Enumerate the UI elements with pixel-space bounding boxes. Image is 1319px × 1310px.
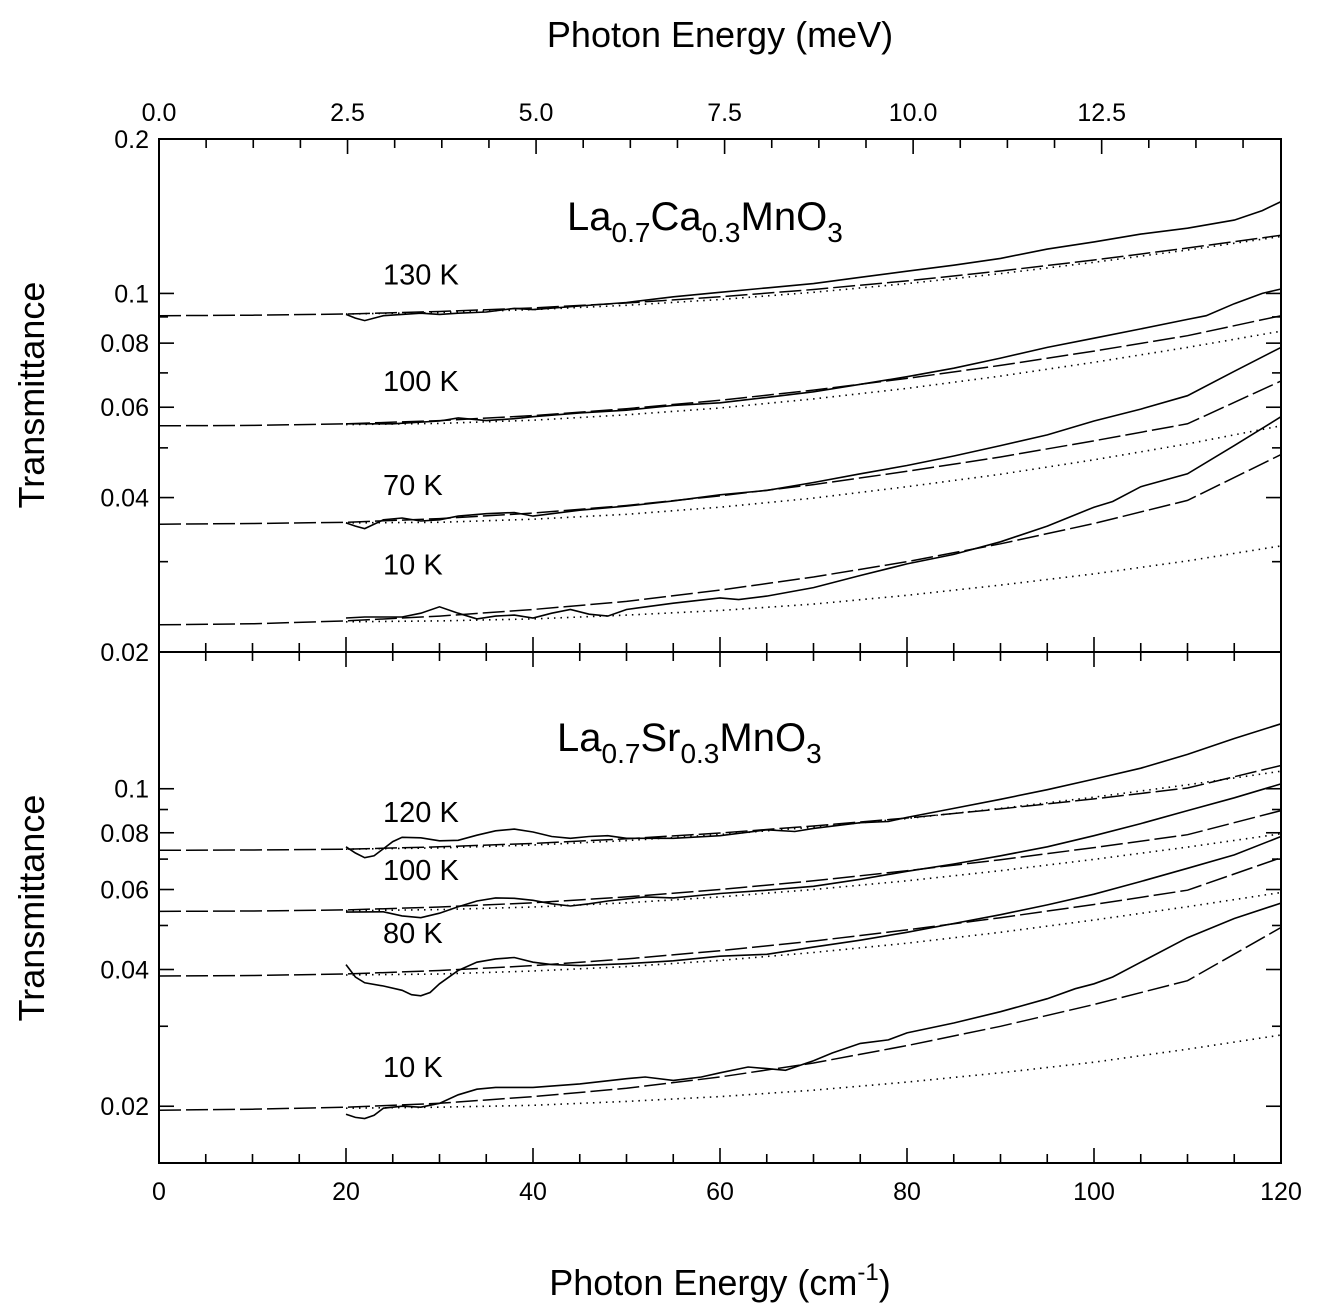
x2-tick-label: 0.0 <box>142 99 177 127</box>
y-axis-title-top: Transmittance <box>11 282 52 509</box>
bottom-axis-title-main: Photon Energy (cm <box>549 1262 857 1303</box>
fit-curve-100k <box>158 314 1282 427</box>
model-curve-120k <box>345 770 1282 850</box>
fit-curve-80k <box>158 856 1282 977</box>
y-tick-label: 0.06 <box>100 394 149 422</box>
x2-tick-label: 10.0 <box>889 99 938 127</box>
y-tick-label: 0.1 <box>114 776 149 804</box>
measured-curve-130k <box>345 200 1282 322</box>
fit-curve-120k <box>158 764 1282 852</box>
model-curve-100k <box>345 833 1282 912</box>
plot-layer: 0.0 2.5 5.0 7.5 10.0 12.5 0.02 0.04 0.06 0.08 0.1 0… <box>100 99 1302 1206</box>
measured-curve-10k <box>345 416 1282 620</box>
fit-curve-130k <box>158 234 1282 317</box>
series-label-80k: 80 K <box>383 918 443 950</box>
series-label-10k: 10 K <box>383 1052 443 1084</box>
x-tick-label: 0 <box>152 1178 166 1206</box>
bottom-axis-title: Photon Energy (cm-1) <box>549 1259 891 1303</box>
plot-frame-top <box>158 138 1282 653</box>
measured-curve-10k <box>345 902 1282 1120</box>
model-curve-10k <box>345 1034 1282 1109</box>
y-tick-label: 0.04 <box>100 957 149 985</box>
measured-curve-120k <box>345 723 1282 859</box>
compound-label-top: La0.7Ca0.3MnO3 <box>567 195 843 248</box>
y-tick-label: 0.06 <box>100 877 149 905</box>
measured-curve-80k <box>345 835 1282 997</box>
x-tick-label: 40 <box>519 1178 547 1206</box>
series-label-10k: 10 K <box>383 550 443 582</box>
series-label-70k: 70 K <box>383 470 443 502</box>
y-tick-label: 0.2 <box>114 126 149 154</box>
x2-tick-label: 2.5 <box>330 99 365 127</box>
model-curve-130k <box>345 235 1282 315</box>
model-curve-80k <box>345 891 1282 976</box>
x-tick-label: 20 <box>332 1178 360 1206</box>
series-label-120k: 120 K <box>383 797 459 829</box>
x-tick-label: 120 <box>1260 1178 1302 1206</box>
series-label-100k: 100 K <box>383 366 459 398</box>
bottom-axis-title-close: ) <box>879 1262 891 1303</box>
model-curve-10k <box>345 545 1282 623</box>
fit-curve-10k <box>158 926 1282 1111</box>
fit-curve-10k <box>158 453 1282 626</box>
y-tick-label: 0.02 <box>100 639 149 667</box>
top-axis-title: Photon Energy (meV) <box>547 14 893 55</box>
measured-curve-100k <box>346 288 1282 425</box>
x-tick-label: 60 <box>706 1178 734 1206</box>
series-label-100k: 100 K <box>383 855 459 887</box>
x2-tick-label: 12.5 <box>1077 99 1126 127</box>
x-tick-label: 80 <box>893 1178 921 1206</box>
bottom-axis-title-sup: -1 <box>857 1259 878 1286</box>
x2-tick-label: 7.5 <box>707 99 742 127</box>
measured-curve-70k <box>345 346 1282 530</box>
y-tick-label: 0.02 <box>100 1093 149 1121</box>
fit-curve-100k <box>158 809 1282 913</box>
model-curve-100k <box>345 330 1282 426</box>
y-tick-label: 0.08 <box>100 820 149 848</box>
model-curve-70k <box>345 425 1282 524</box>
y-tick-label: 0.08 <box>100 330 149 358</box>
y-tick-label: 0.1 <box>114 280 149 308</box>
y-axis-title-bottom: Transmittance <box>11 795 52 1022</box>
x-tick-label: 100 <box>1073 1178 1115 1206</box>
series-label-130k: 130 K <box>383 260 459 292</box>
measured-curve-100k <box>345 783 1282 919</box>
x2-tick-label: 5.0 <box>519 99 554 127</box>
compound-label-bottom: La0.7Sr0.3MnO3 <box>557 716 822 769</box>
y-tick-label: 0.04 <box>100 485 149 513</box>
